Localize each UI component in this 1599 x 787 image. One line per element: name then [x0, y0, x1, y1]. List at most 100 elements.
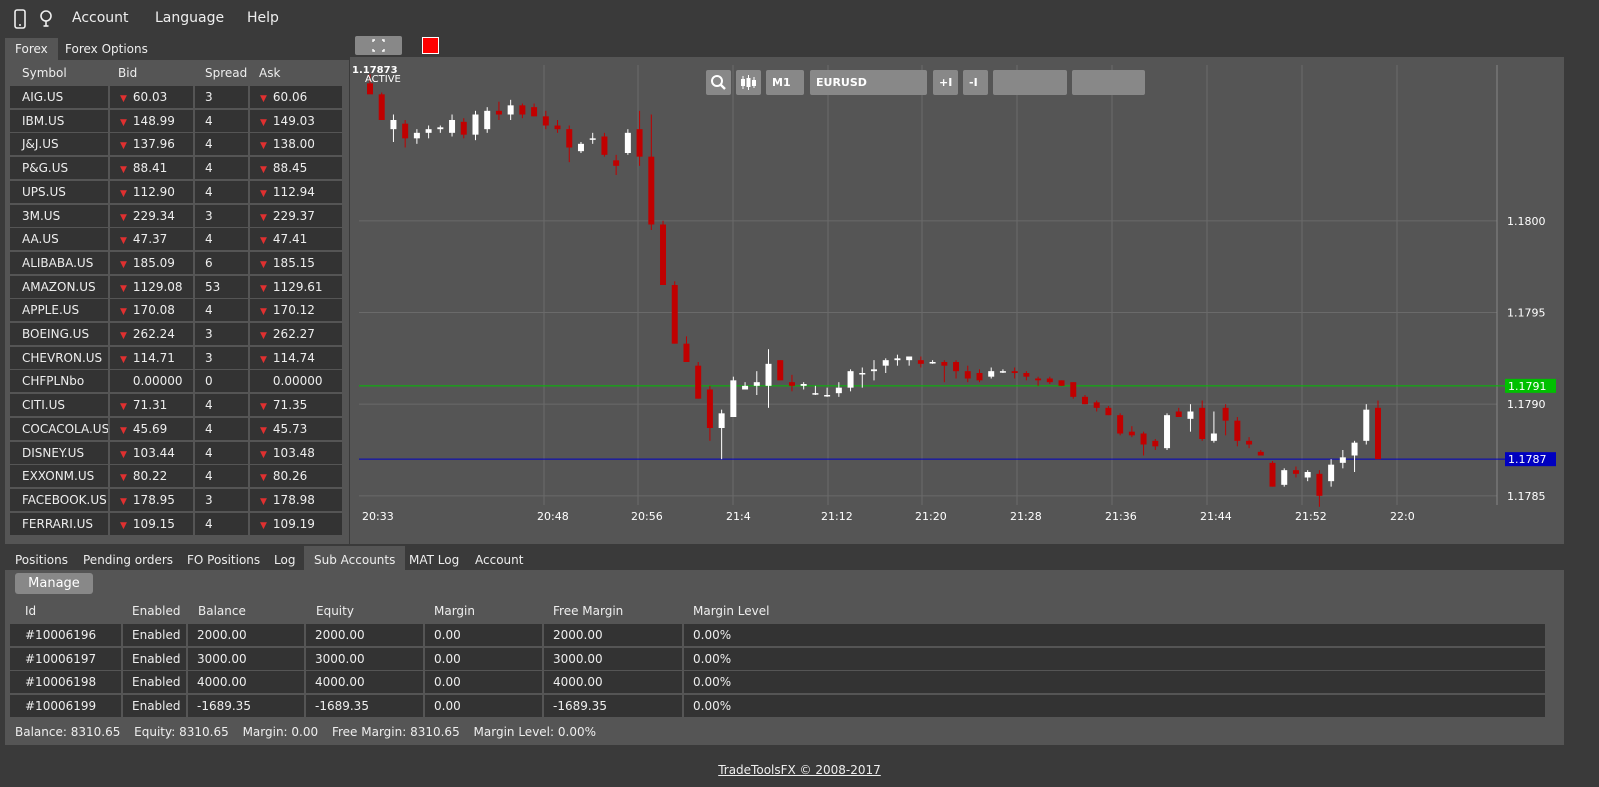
status-indicator-flag[interactable]: [422, 37, 439, 54]
candle-body[interactable]: [1222, 407, 1229, 421]
candle-body[interactable]: [964, 371, 971, 379]
candle-body[interactable]: [1375, 407, 1381, 460]
candle-body[interactable]: [378, 94, 385, 120]
tab-log[interactable]: Log: [274, 553, 296, 567]
symbol-row[interactable]: AIG.US ▼ 60.03 3 ▼ 60.06: [10, 86, 342, 108]
tab-forex-options[interactable]: Forex Options: [65, 42, 148, 56]
candle-body[interactable]: [847, 371, 854, 388]
candle-body[interactable]: [577, 143, 584, 152]
menu-language[interactable]: Language: [155, 10, 225, 26]
candlestick-chart[interactable]: 20:33 20:48 20:56 21:4 21:12 21:20 21:28 21:36 2…: [350, 57, 1564, 544]
candle-body[interactable]: [1269, 462, 1276, 487]
candle-body[interactable]: [671, 285, 678, 344]
candle-body[interactable]: [1246, 440, 1253, 445]
candle-body[interactable]: [367, 83, 373, 95]
symbol-row[interactable]: 3M.US ▼ 229.34 3 ▼ 229.37: [10, 204, 342, 227]
header-id[interactable]: Id: [25, 604, 37, 618]
candle-body[interactable]: [1175, 411, 1182, 418]
candle-body[interactable]: [953, 362, 960, 372]
candle-body[interactable]: [613, 160, 620, 166]
symbol-row[interactable]: BOEING.US ▼ 262.24 3 ▼ 262.27: [10, 323, 342, 345]
candle-body[interactable]: [1316, 473, 1323, 496]
fullscreen-button[interactable]: [355, 36, 402, 55]
candle-body[interactable]: [882, 360, 889, 366]
account-row[interactable]: #10006197 Enabled 3000.00 3000.00 0.00 3000.0…: [10, 647, 1545, 670]
chart-type-button[interactable]: [736, 70, 761, 95]
candle-body[interactable]: [1363, 409, 1370, 441]
symbol-row[interactable]: UPS.US ▼ 112.90 4 ▼ 112.94: [10, 180, 342, 203]
candle-body[interactable]: [718, 413, 725, 428]
symbol-row[interactable]: FACEBOOK.US ▼ 178.95 3 ▼ 178.98: [10, 488, 342, 511]
zoom-in-button[interactable]: +I: [933, 70, 958, 95]
candle-body[interactable]: [519, 105, 526, 115]
symbol-row[interactable]: AMAZON.US ▼ 1129.08 53 ▼ 1129.61: [10, 275, 342, 298]
instrument-select[interactable]: EURUSD: [810, 70, 927, 95]
candle-body[interactable]: [777, 360, 784, 381]
candle-body[interactable]: [999, 371, 1006, 373]
header-symbol[interactable]: Symbol: [22, 66, 67, 80]
header-margin-level[interactable]: Margin Level: [693, 604, 770, 618]
candle-body[interactable]: [1234, 420, 1241, 441]
lightbulb-icon[interactable]: [38, 9, 54, 29]
candle-body[interactable]: [390, 120, 397, 130]
candle-body[interactable]: [730, 380, 737, 417]
tab-mat-log[interactable]: MAT Log: [409, 553, 460, 567]
candle-body[interactable]: [1339, 457, 1346, 463]
candle-body[interactable]: [1199, 407, 1206, 439]
candle-body[interactable]: [1093, 402, 1100, 408]
candle-body[interactable]: [1304, 472, 1311, 478]
candle-body[interactable]: [1140, 433, 1147, 445]
tab-forex[interactable]: Forex: [5, 38, 58, 60]
symbol-row[interactable]: EXXONM.US ▼ 80.22 4 ▼ 80.26: [10, 465, 342, 488]
candle-body[interactable]: [1070, 382, 1077, 397]
symbol-row[interactable]: CHEVRON.US ▼ 114.71 3 ▼ 114.74: [10, 346, 342, 369]
candle-body[interactable]: [695, 365, 702, 399]
candle-body[interactable]: [601, 136, 608, 155]
account-row[interactable]: #10006199 Enabled -1689.35 -1689.35 0.00 -168…: [10, 694, 1545, 717]
candle-body[interactable]: [800, 384, 807, 386]
header-balance[interactable]: Balance: [198, 604, 246, 618]
tab-positions[interactable]: Positions: [15, 553, 68, 567]
candle-body[interactable]: [507, 105, 514, 115]
candle-body[interactable]: [1187, 411, 1194, 419]
candle-body[interactable]: [1164, 415, 1171, 449]
header-free-margin[interactable]: Free Margin: [553, 604, 624, 618]
symbol-row[interactable]: IBM.US ▼ 148.99 4 ▼ 149.03: [10, 109, 342, 132]
candle-body[interactable]: [624, 132, 631, 153]
candle-body[interactable]: [437, 127, 444, 130]
header-margin[interactable]: Margin: [434, 604, 475, 618]
candle-body[interactable]: [765, 363, 772, 386]
candle-body[interactable]: [636, 129, 643, 157]
chart-toolbar-button-2[interactable]: [1072, 70, 1145, 95]
candle-body[interactable]: [1128, 431, 1135, 436]
account-row[interactable]: #10006198 Enabled 4000.00 4000.00 0.00 4000.0…: [10, 671, 1545, 693]
menu-help[interactable]: Help: [247, 10, 279, 26]
symbol-row[interactable]: J&J.US ▼ 137.96 4 ▼ 138.00: [10, 133, 342, 156]
candle-body[interactable]: [906, 356, 913, 361]
symbol-row[interactable]: ALIBABA.US ▼ 185.09 6 ▼ 185.15: [10, 251, 342, 274]
header-enabled[interactable]: Enabled: [132, 604, 181, 618]
candle-body[interactable]: [1281, 470, 1288, 485]
chart-toolbar-button-1[interactable]: [993, 70, 1067, 95]
menu-account[interactable]: Account: [72, 10, 129, 26]
symbol-row[interactable]: CHFPLNbo ▼0.00000 0 ▼0.00000: [10, 370, 342, 393]
candle-body[interactable]: [484, 110, 491, 130]
candle-body[interactable]: [1081, 396, 1088, 405]
header-equity[interactable]: Equity: [316, 604, 354, 618]
candle-body[interactable]: [495, 110, 502, 115]
candle-body[interactable]: [1292, 470, 1299, 474]
candle-body[interactable]: [542, 116, 549, 126]
candle-body[interactable]: [1257, 451, 1264, 456]
symbol-row[interactable]: DISNEY.US ▼ 103.44 4 ▼ 103.48: [10, 441, 342, 464]
candle-body[interactable]: [1058, 380, 1065, 386]
candle-body[interactable]: [859, 373, 866, 375]
candle-body[interactable]: [824, 395, 831, 397]
candle-body[interactable]: [871, 369, 877, 372]
header-spread[interactable]: Spread: [205, 66, 248, 80]
candle-body[interactable]: [929, 362, 936, 364]
tab-pending-orders[interactable]: Pending orders: [83, 553, 174, 567]
symbol-row[interactable]: FERRARI.US ▼ 109.15 4 ▼ 109.19: [10, 512, 342, 535]
symbol-row[interactable]: AA.US ▼ 47.37 4 ▼ 47.41: [10, 228, 342, 251]
symbol-row[interactable]: P&G.US ▼ 88.41 4 ▼ 88.45: [10, 157, 342, 180]
candle-body[interactable]: [566, 129, 573, 148]
